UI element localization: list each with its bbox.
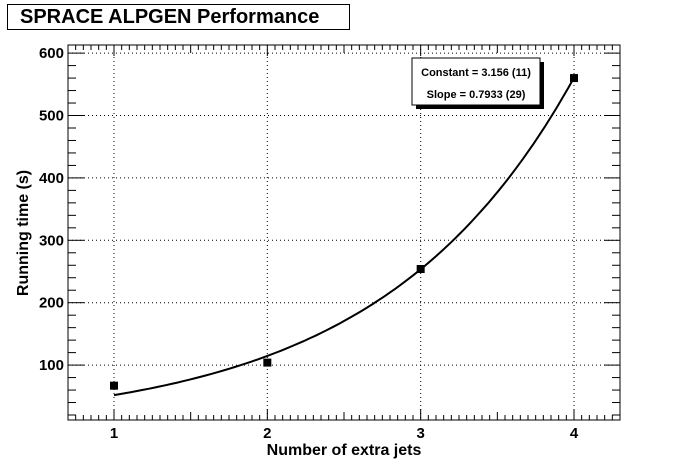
- fit-constant-label: Constant = 3.156 (11): [421, 67, 531, 79]
- fit-slope-label: Slope = 0.7933 (29): [427, 89, 526, 101]
- y-tick-label: 400: [39, 170, 64, 187]
- y-tick-label: 600: [39, 45, 64, 62]
- data-points: [110, 74, 578, 390]
- y-tick-label: 200: [39, 295, 64, 312]
- fit-curve: [113, 77, 575, 397]
- data-point: [570, 74, 578, 83]
- x-tick-label: 2: [263, 425, 271, 442]
- y-tick-label: 300: [39, 232, 64, 249]
- axis-ticks: [68, 45, 620, 420]
- y-axis-label: Running time (s): [15, 170, 32, 296]
- x-tick-label: 1: [110, 425, 118, 442]
- fit-stats-box: Constant = 3.156 (11) Slope = 0.7933 (29…: [411, 57, 544, 109]
- x-axis-label: Number of extra jets: [267, 442, 422, 459]
- tick-labels: 1 2 3 4 100 200 300 400 500 600: [39, 45, 579, 442]
- y-tick-label: 100: [39, 357, 64, 374]
- y-tick-label: 500: [39, 108, 64, 125]
- x-tick-label: 4: [570, 425, 579, 442]
- grid-lines: [68, 45, 620, 420]
- chart-title: SPRACE ALPGEN Performance: [7, 4, 350, 30]
- data-point: [263, 358, 272, 367]
- x-tick-label: 3: [416, 425, 424, 442]
- data-point: [416, 265, 425, 274]
- data-point: [110, 381, 118, 390]
